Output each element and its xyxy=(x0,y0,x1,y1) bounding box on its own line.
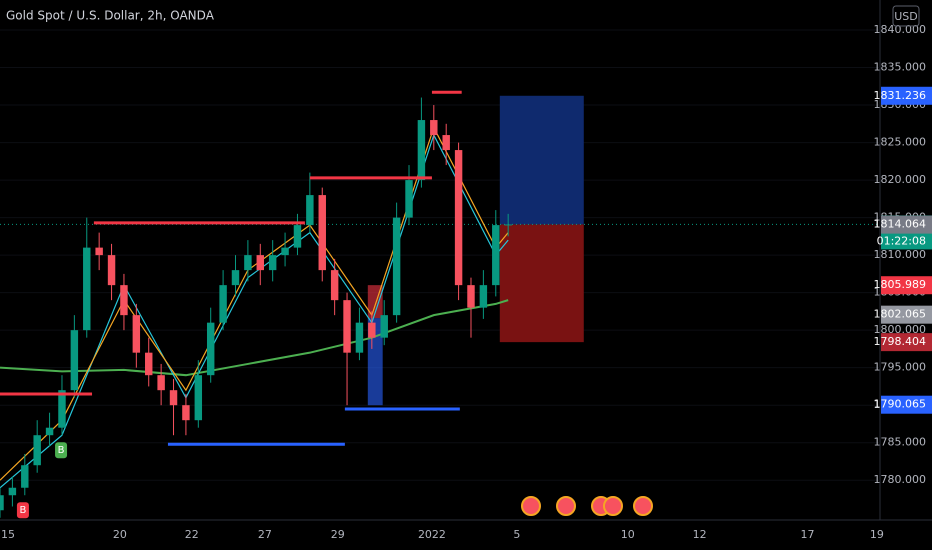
moving-average xyxy=(0,299,509,377)
signal-marker xyxy=(55,442,68,459)
candle-body xyxy=(58,390,66,428)
candle-body xyxy=(95,247,103,256)
x-tick-label: 15 xyxy=(1,528,15,541)
y-tick-label: 1820.000 xyxy=(874,173,927,186)
x-tick-label: 10 xyxy=(621,528,635,541)
currency[interactable]: USD xyxy=(894,10,918,23)
signal-label: B xyxy=(19,505,26,516)
event-icon[interactable] xyxy=(556,496,576,516)
candle-body xyxy=(21,465,29,488)
x-tick-label: 29 xyxy=(331,528,345,541)
candle-body xyxy=(492,225,500,286)
candle-body xyxy=(392,217,401,316)
price-label-box xyxy=(881,395,932,414)
candle-body xyxy=(83,247,91,331)
price-label: 1802.065 xyxy=(874,308,927,321)
y-tick-label: 1785.000 xyxy=(874,436,927,449)
candle-body xyxy=(219,285,227,323)
target-zone xyxy=(499,95,584,225)
candle-body xyxy=(132,315,141,353)
candle-body xyxy=(368,322,376,338)
countdown-box xyxy=(881,233,932,250)
x-tick-label: 2022 xyxy=(418,528,446,541)
candle-body xyxy=(479,285,488,308)
events xyxy=(521,496,653,516)
moving-average xyxy=(0,126,509,481)
candle-body xyxy=(244,255,252,271)
candle-body xyxy=(355,322,364,353)
candle-body xyxy=(306,195,314,226)
price-label: 1831.236 xyxy=(874,89,927,102)
candle-body xyxy=(120,285,128,316)
candle-body xyxy=(380,315,388,338)
x-tick-label: 27 xyxy=(258,528,272,541)
candle-body xyxy=(45,427,54,436)
price-label-box xyxy=(881,305,932,324)
price-label: 1805.989 xyxy=(874,278,927,291)
price-label: 1798.404 xyxy=(874,335,927,348)
signal-label: B xyxy=(58,445,65,456)
candle-body xyxy=(33,435,41,466)
candle-body xyxy=(107,255,116,286)
candle-body xyxy=(504,224,512,226)
price-label: 1790.065 xyxy=(874,398,927,411)
chart-title: Gold Spot / U.S. Dollar, 2h, OANDA xyxy=(6,9,215,23)
x-tick-label: 19 xyxy=(870,528,884,541)
candle-body xyxy=(442,135,450,151)
countdown: 01:22:08 xyxy=(877,234,926,247)
candle-body xyxy=(182,405,190,421)
candle-body xyxy=(256,255,264,271)
candle-body xyxy=(417,120,426,181)
x-tick-label: 5 xyxy=(513,528,520,541)
candle-body xyxy=(268,255,277,271)
x-tick-label: 12 xyxy=(693,528,707,541)
candle-body xyxy=(293,225,302,248)
candle-body xyxy=(430,120,438,136)
event-icon[interactable] xyxy=(633,496,653,516)
candle-body xyxy=(231,270,240,286)
candle-body xyxy=(145,352,153,376)
y-tick-label: 1800.000 xyxy=(874,323,927,336)
y-tick-label: 1835.000 xyxy=(874,61,927,74)
y-tick-label: 1825.000 xyxy=(874,136,927,149)
candle-body xyxy=(0,495,4,511)
candle-body xyxy=(169,390,178,406)
candle-body xyxy=(405,180,413,218)
currency-button[interactable] xyxy=(892,5,920,27)
stop-zone xyxy=(499,224,584,343)
price-label-box xyxy=(881,333,932,352)
candle-body xyxy=(454,150,463,286)
price-label-box xyxy=(881,215,932,234)
price-axis: 1780.0001785.0001790.0001795.0001800.000… xyxy=(1,23,932,541)
x-tick-label: 17 xyxy=(800,528,814,541)
price-label-box xyxy=(881,86,932,105)
y-tick-label: 1795.000 xyxy=(874,361,927,374)
candle-body xyxy=(194,375,203,421)
candle-body xyxy=(318,195,326,271)
price-label-box xyxy=(881,276,932,295)
candle-body xyxy=(8,487,17,496)
candle-body xyxy=(467,285,475,308)
y-tick-label: 1780.000 xyxy=(874,473,927,486)
candle-body xyxy=(330,270,339,301)
candle-body xyxy=(157,375,165,391)
candle-body xyxy=(70,330,79,391)
candle-body xyxy=(343,300,351,353)
event-icon[interactable] xyxy=(521,496,541,516)
candle-body xyxy=(281,247,289,256)
x-tick-label: 20 xyxy=(113,528,127,541)
event-icon[interactable] xyxy=(603,496,623,516)
x-tick-label: 22 xyxy=(185,528,199,541)
y-tick-label: 1810.000 xyxy=(874,248,927,261)
price-label: 1814.064 xyxy=(874,218,927,231)
signal-marker xyxy=(16,502,29,519)
candle-body xyxy=(206,322,215,376)
plot: BB xyxy=(0,29,880,519)
